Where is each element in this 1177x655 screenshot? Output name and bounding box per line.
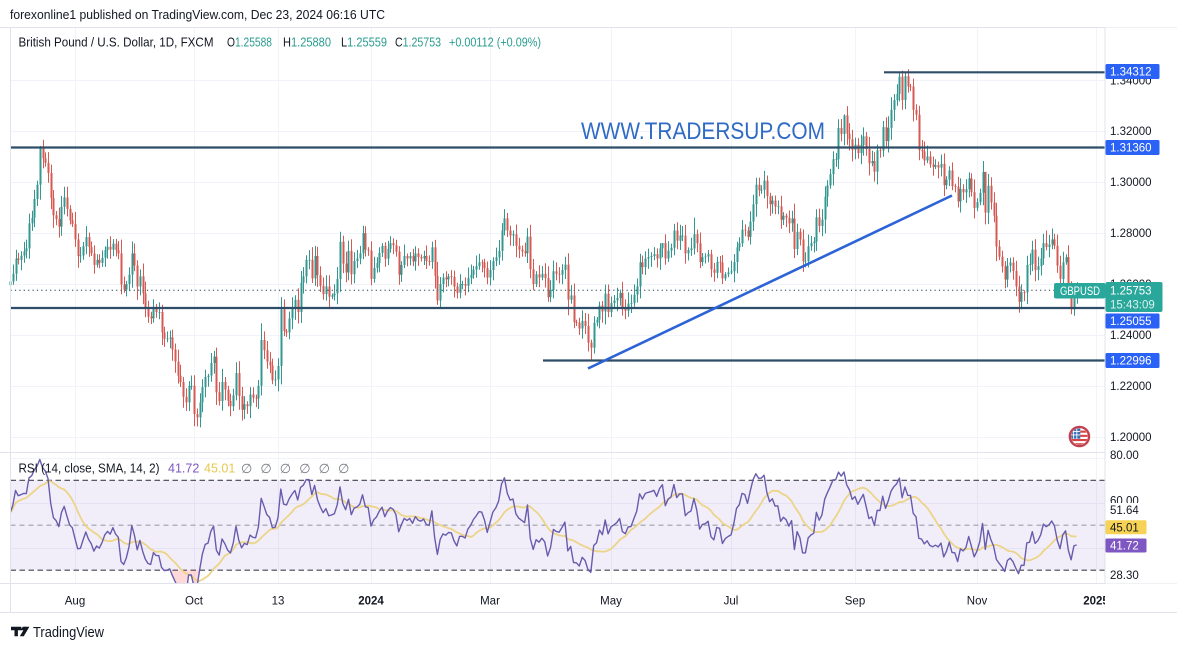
svg-text:Oct: Oct <box>185 596 204 608</box>
svg-text:+0.00112 (+0.09%): +0.00112 (+0.09%) <box>449 35 541 50</box>
svg-text:1.22000: 1.22000 <box>1110 381 1152 393</box>
svg-text:1.32000: 1.32000 <box>1110 126 1152 138</box>
svg-text:O1.25588: O1.25588 <box>227 35 272 50</box>
svg-text:Sep: Sep <box>845 596 865 608</box>
svg-text:1.20000: 1.20000 <box>1110 432 1152 444</box>
svg-text:15:43:09: 15:43:09 <box>1110 300 1155 312</box>
svg-text:1.22996: 1.22996 <box>1110 356 1152 368</box>
svg-text:TradingView: TradingView <box>33 625 104 641</box>
svg-text:1.34312: 1.34312 <box>1110 67 1152 79</box>
svg-text:British Pound / U.S. Dollar, 1: British Pound / U.S. Dollar, 1D, FXCM <box>19 35 214 50</box>
svg-text:45.01: 45.01 <box>204 462 235 476</box>
svg-text:1.30000: 1.30000 <box>1110 177 1152 189</box>
svg-text:45.01: 45.01 <box>1110 522 1139 534</box>
svg-text:Aug: Aug <box>65 596 85 608</box>
svg-text:2024: 2024 <box>358 596 384 608</box>
svg-text:forexonline1 published on Trad: forexonline1 published on TradingView.co… <box>10 8 385 22</box>
svg-text:2025: 2025 <box>1083 596 1109 608</box>
svg-text:H1.25880: H1.25880 <box>283 35 331 50</box>
svg-text:1.25055: 1.25055 <box>1110 316 1152 328</box>
svg-text:∅: ∅ <box>241 461 252 476</box>
svg-text:1.31360: 1.31360 <box>1110 143 1152 155</box>
svg-text:GBPUSD: GBPUSD <box>1060 286 1100 298</box>
svg-text:RSI (14, close, SMA, 14, 2): RSI (14, close, SMA, 14, 2) <box>19 462 160 476</box>
svg-text:WWW.TRADERSUP.COM: WWW.TRADERSUP.COM <box>581 118 825 145</box>
svg-text:L1.25559: L1.25559 <box>341 35 387 50</box>
svg-text:41.72: 41.72 <box>168 462 199 476</box>
svg-text:∅: ∅ <box>280 461 291 476</box>
svg-text:∅: ∅ <box>338 461 349 476</box>
svg-text:∅: ∅ <box>319 461 330 476</box>
svg-text:80.00: 80.00 <box>1110 450 1139 462</box>
svg-text:∅: ∅ <box>260 461 271 476</box>
svg-text:∅: ∅ <box>299 461 310 476</box>
svg-text:1.25753: 1.25753 <box>1110 286 1152 298</box>
svg-text:1.24000: 1.24000 <box>1110 330 1152 342</box>
svg-text:C1.25753: C1.25753 <box>395 35 441 50</box>
svg-text:Nov: Nov <box>967 596 988 608</box>
svg-text:Mar: Mar <box>480 596 500 608</box>
svg-text:51.64: 51.64 <box>1110 505 1139 517</box>
svg-text:Jul: Jul <box>724 596 739 608</box>
svg-text:1.28000: 1.28000 <box>1110 228 1152 240</box>
svg-text:May: May <box>600 596 622 608</box>
svg-text:13: 13 <box>272 596 285 608</box>
svg-text:28.30: 28.30 <box>1110 570 1139 582</box>
svg-text:41.72: 41.72 <box>1110 541 1139 553</box>
